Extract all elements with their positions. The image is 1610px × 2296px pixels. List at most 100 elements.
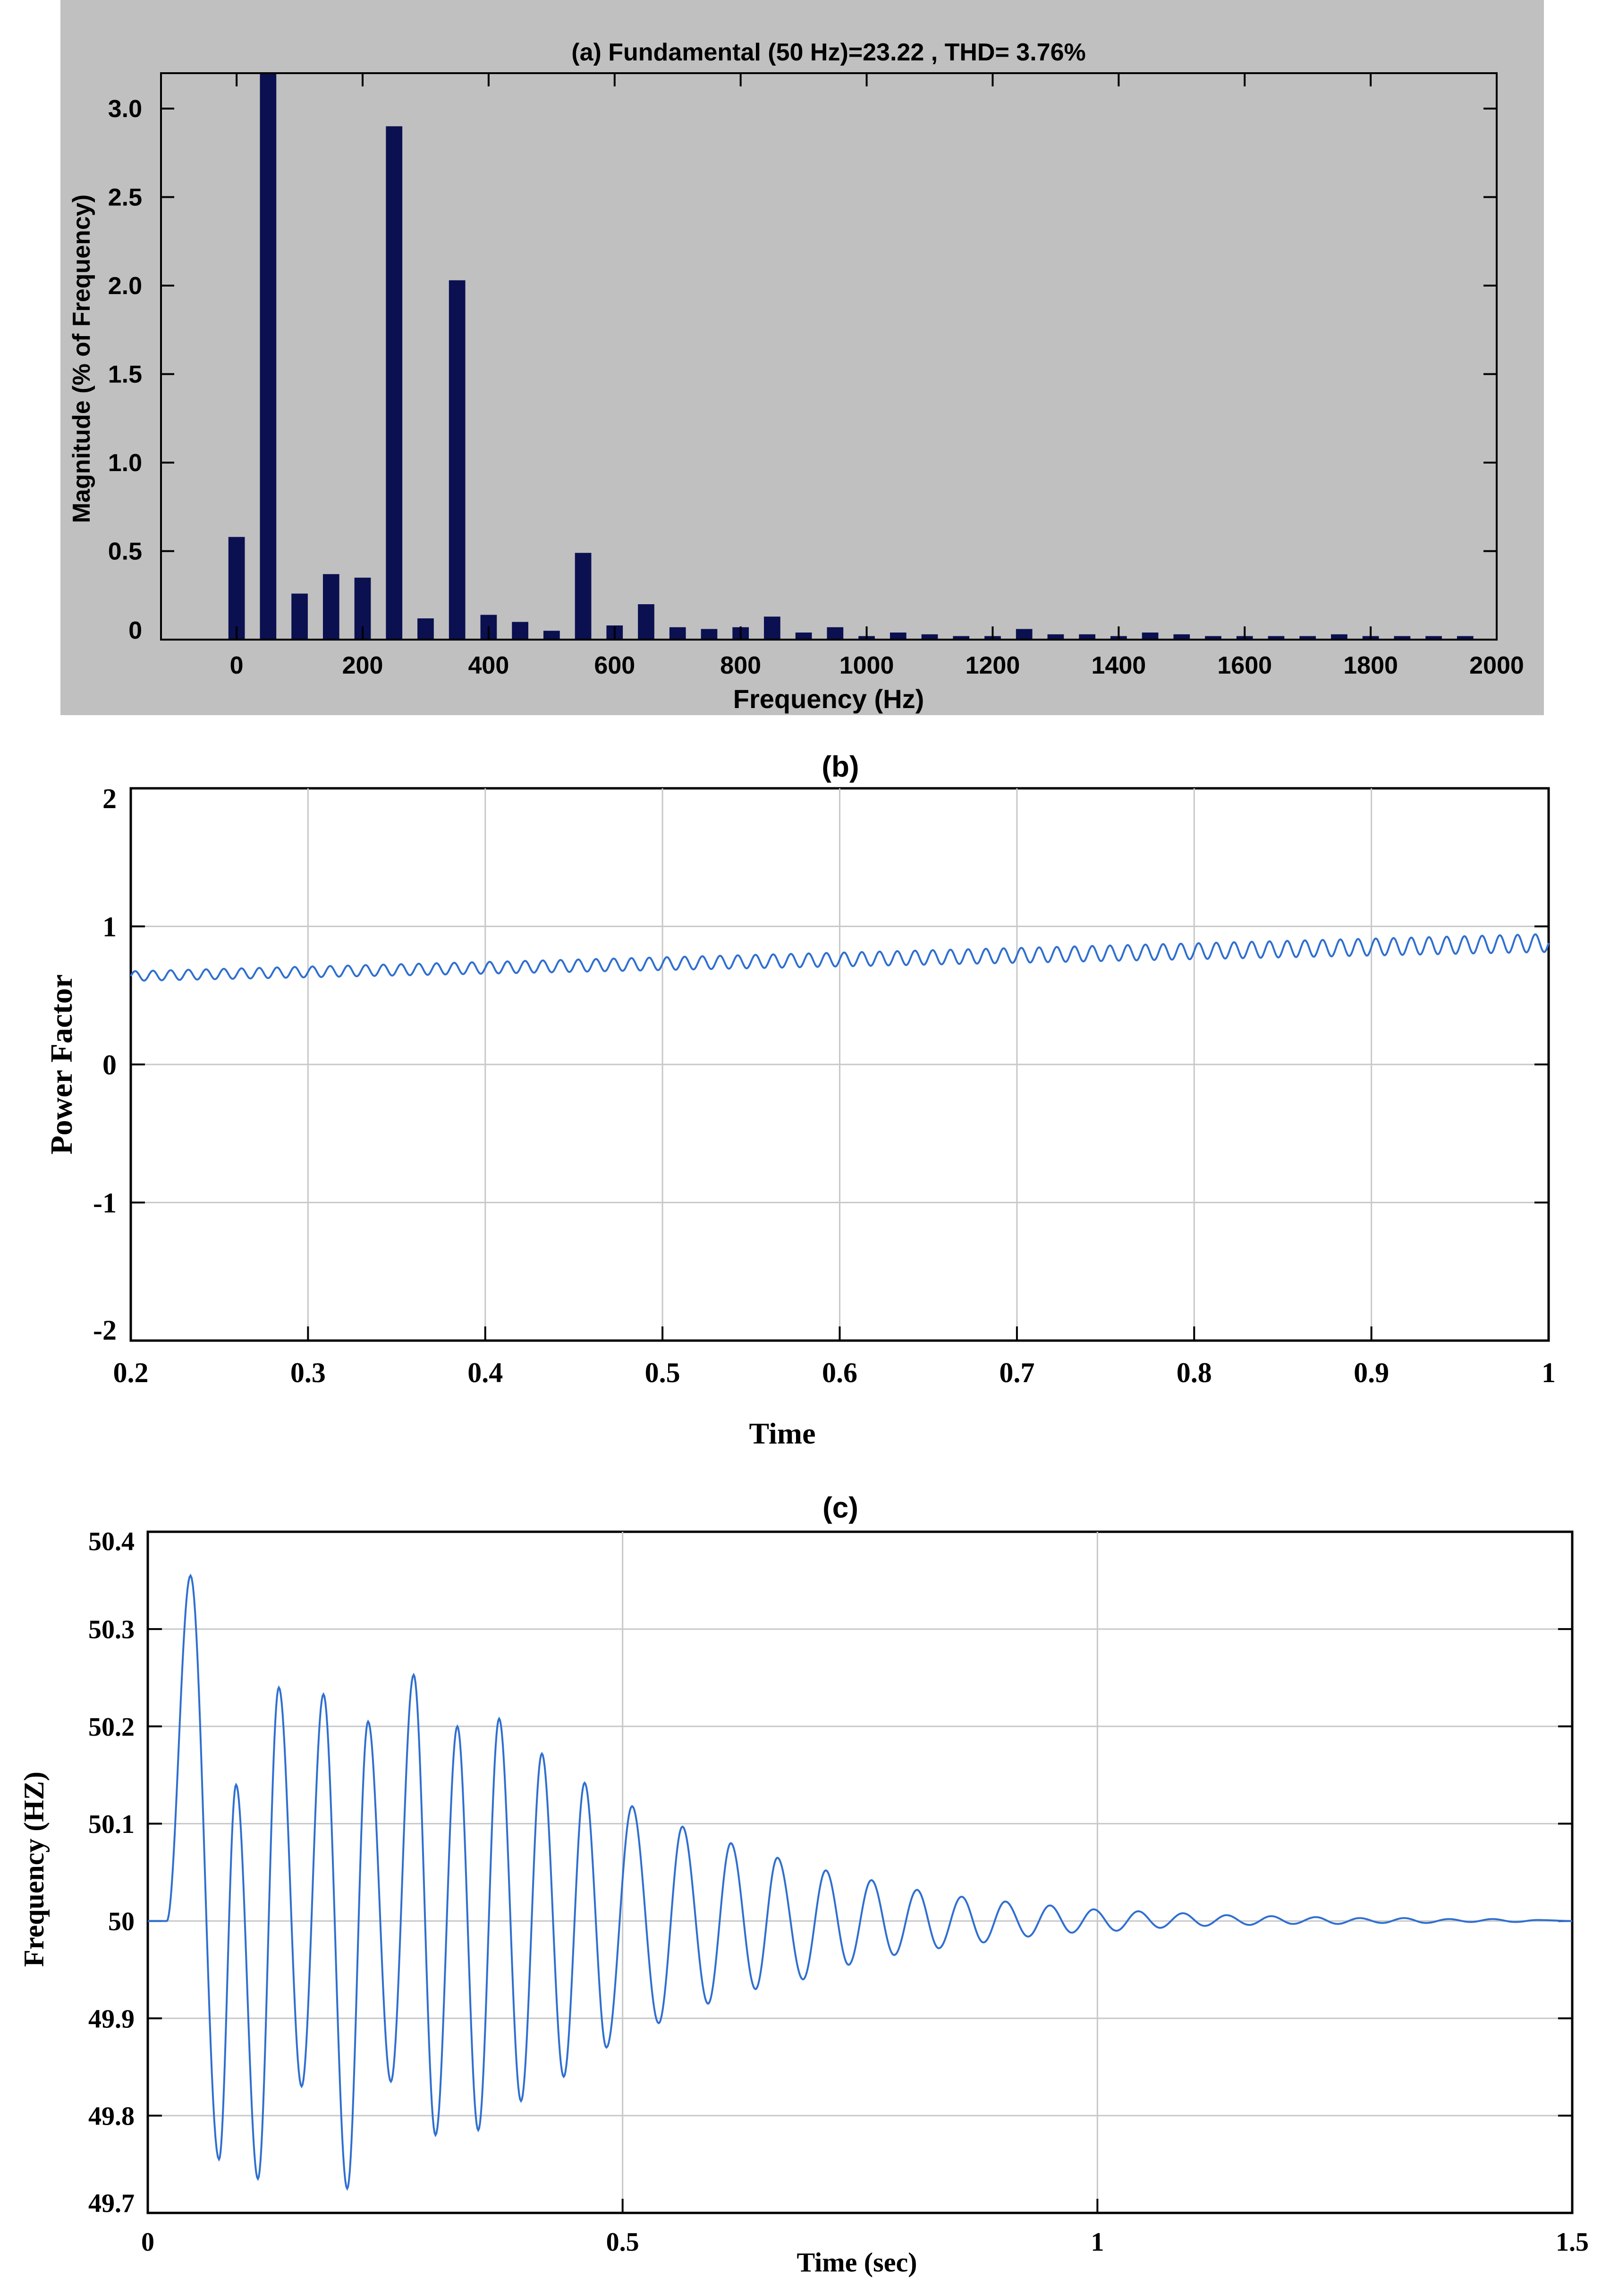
chart-a-bar — [417, 618, 434, 640]
c-y-tick-label: 50.3 — [88, 1615, 135, 1645]
chart-a-bar — [322, 574, 339, 640]
chart-a-bar — [543, 631, 560, 640]
a-x-tick-label: 0 — [230, 652, 244, 679]
chart-c: 0 0.5 1 1.5 49.749.849.95050.150.250.350.4 … — [18, 1492, 1589, 2278]
chart-b-y-ticks: -2 -1 0 1 2 — [93, 783, 1549, 1346]
chart-a-bar — [890, 633, 907, 640]
c-x-tick-label: 0 — [141, 2228, 154, 2257]
a-x-tick-label: 200 — [342, 652, 383, 679]
b-x-tick-label: 0.6 — [822, 1357, 857, 1388]
chart-c-y-ticks: 49.7 49.8 49.9 50 50.1 50.2 50.3 50.4 — [88, 1527, 1572, 2218]
c-x-tick-label: 0.5 — [606, 2228, 639, 2257]
b-y-tick-label: 2 — [102, 783, 117, 814]
chart-a-bar — [795, 633, 812, 640]
c-y-tick-label: 49.9 — [88, 2004, 135, 2034]
chart-b-x-ticks: 0.2 0.3 0.4 0.5 0.6 0.7 0.8 0.9 1 — [113, 1326, 1556, 1388]
chart-a-bar — [764, 616, 780, 640]
chart-a-bar — [1016, 629, 1033, 640]
a-x-tick-label: 400 — [468, 652, 509, 679]
b-x-tick-label: 0.3 — [290, 1357, 326, 1388]
chart-a-bar — [953, 636, 970, 640]
c-y-tick-label: 50.2 — [88, 1713, 135, 1742]
chart-a-title: (a) Fundamental (50 Hz)=23.22 , THD= 3.7… — [571, 39, 1085, 66]
chart-a-bar — [1047, 634, 1064, 640]
chart-a-bar — [669, 627, 686, 640]
b-x-tick-label: 1 — [1542, 1357, 1556, 1388]
a-y-tick-label: 1.5 — [108, 361, 142, 388]
chart-c-x-axis-label: Time (sec) — [797, 2247, 917, 2278]
chart-a-bar — [575, 553, 592, 640]
chart-a-bar — [1079, 634, 1095, 640]
chart-a-x-ticks: 0 200 400 600 800 1000 1200 1400 1600 1800 2000 — [230, 73, 1524, 679]
b-x-tick-label: 0.9 — [1354, 1357, 1389, 1388]
chart-a-bar — [1394, 636, 1411, 640]
chart-a-bar — [921, 634, 938, 640]
b-x-tick-label: 0.2 — [113, 1357, 149, 1388]
chart-c-x-ticks: 0 0.5 1 1.5 — [141, 2199, 1589, 2257]
chart-a-bar — [1331, 634, 1347, 640]
a-y-tick-label: 3.0 — [108, 95, 142, 123]
c-y-tick-label: 49.7 — [88, 2189, 135, 2218]
chart-a-bar — [1457, 636, 1474, 640]
chart-a-bar — [228, 537, 245, 640]
a-x-tick-label: 2000 — [1469, 652, 1524, 679]
a-x-tick-label: 1000 — [839, 652, 894, 679]
a-y-tick-label: 2.0 — [108, 272, 142, 300]
b-x-tick-label: 0.8 — [1177, 1357, 1212, 1388]
chart-a-bar — [1173, 634, 1190, 640]
chart-a-bar — [827, 627, 844, 640]
chart-b-x-axis-label: Time — [749, 1417, 815, 1450]
b-y-tick-label: -2 — [93, 1315, 117, 1346]
c-y-tick-label: 49.8 — [88, 2102, 135, 2131]
chart-a-plot-area — [160, 72, 1498, 641]
chart-a-bar — [1142, 633, 1159, 640]
a-y-tick-label: 0 — [128, 617, 142, 644]
chart-a-bar — [1268, 636, 1285, 640]
chart-c-series-line — [148, 1573, 1573, 2191]
chart-b-grid — [131, 788, 1549, 1341]
c-y-tick-label: 50.1 — [88, 1810, 135, 1839]
a-x-tick-label: 600 — [594, 652, 635, 679]
chart-c-title: (c) — [822, 1492, 858, 1524]
chart-a: 0 200 400 600 800 1000 1200 1400 1600 1800 2000 00… — [60, 0, 1544, 715]
chart-a-bar — [701, 629, 718, 640]
chart-c-plot-area — [146, 1530, 1574, 2214]
chart-a-bar — [386, 126, 403, 640]
b-y-tick-label: 1 — [102, 912, 117, 943]
a-x-tick-label: 1400 — [1091, 652, 1146, 679]
chart-a-bar — [1299, 636, 1316, 640]
chart-a-bar — [449, 280, 466, 640]
chart-a-bar — [1425, 636, 1442, 640]
chart-a-y-axis-label: Magnitude (% of Frequency) — [68, 194, 95, 523]
chart-a-x-axis-label: Frequency (Hz) — [733, 684, 924, 714]
chart-c-y-axis-label: Frequency (HZ) — [18, 1772, 50, 1967]
chart-b-series-line — [130, 933, 1550, 982]
chart-a-bar — [512, 622, 528, 640]
a-x-tick-label: 1200 — [966, 652, 1020, 679]
chart-a-bar — [638, 604, 654, 640]
c-y-tick-label: 50.4 — [88, 1527, 135, 1556]
chart-a-bars — [228, 73, 1474, 640]
a-x-tick-label: 800 — [720, 652, 761, 679]
chart-b: 0.2 0.3 0.4 0.5 0.6 0.7 0.8 0.9 1 -2 -1 0 1 2 (b) Ti… — [44, 751, 1556, 1450]
c-x-tick-label: 1.5 — [1556, 2228, 1589, 2257]
b-x-tick-label: 0.4 — [467, 1357, 503, 1388]
chart-a-bar — [1205, 636, 1221, 640]
b-y-tick-label: 0 — [102, 1049, 117, 1080]
chart-b-y-axis-label: Power Factor — [44, 974, 79, 1155]
chart-a-bar — [260, 73, 277, 640]
a-y-tick-label: 0.5 — [108, 538, 142, 566]
chart-a-bar — [291, 593, 308, 640]
a-x-tick-label: 1600 — [1217, 652, 1272, 679]
b-x-tick-label: 0.7 — [999, 1357, 1034, 1388]
a-y-tick-label: 1.0 — [108, 449, 142, 477]
c-y-tick-label: 50 — [108, 1907, 135, 1936]
chart-a-background — [60, 0, 1544, 715]
b-x-tick-label: 0.5 — [645, 1357, 680, 1388]
b-y-tick-label: -1 — [93, 1188, 117, 1219]
c-x-tick-label: 1 — [1091, 2228, 1104, 2257]
chart-b-title: (b) — [822, 751, 859, 783]
a-y-tick-label: 2.5 — [108, 184, 142, 211]
a-x-tick-label: 1800 — [1343, 652, 1398, 679]
